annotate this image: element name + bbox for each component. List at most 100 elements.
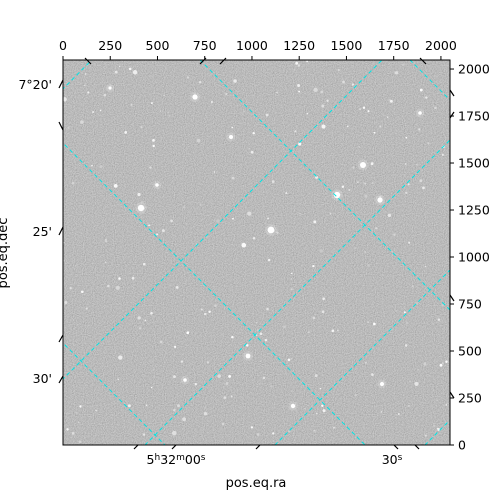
star — [427, 142, 430, 145]
star — [290, 288, 293, 291]
star — [437, 427, 439, 430]
star — [364, 361, 367, 364]
star — [64, 300, 68, 305]
star — [203, 412, 208, 416]
star — [425, 96, 428, 99]
star — [276, 91, 278, 94]
star — [375, 227, 378, 230]
star — [99, 109, 102, 112]
star — [217, 374, 221, 378]
star — [142, 433, 146, 436]
world-tick — [219, 57, 227, 65]
star — [441, 153, 444, 156]
star — [354, 394, 357, 397]
star — [99, 165, 103, 169]
star — [354, 247, 357, 250]
star — [304, 407, 306, 410]
star — [287, 430, 291, 433]
star — [362, 106, 366, 109]
world-tick — [393, 444, 399, 450]
star — [394, 71, 399, 75]
grid-line — [63, 60, 383, 380]
star — [163, 94, 165, 97]
star — [150, 311, 153, 315]
bright-star — [155, 183, 159, 187]
star — [71, 431, 75, 435]
star — [417, 369, 419, 371]
world-tick — [255, 444, 261, 450]
star — [124, 130, 128, 134]
star — [186, 331, 190, 335]
star — [414, 381, 419, 386]
star — [439, 363, 443, 367]
star — [150, 102, 153, 105]
star — [298, 90, 301, 93]
star — [271, 180, 275, 183]
star — [322, 409, 326, 413]
star — [232, 217, 234, 220]
star — [204, 406, 207, 409]
star — [152, 144, 155, 148]
star — [91, 164, 93, 167]
y-axis-label: pos.eq.dec — [0, 218, 11, 289]
x-pixel-tick-label: 0 — [59, 38, 67, 53]
grid-line — [409, 60, 450, 101]
star — [173, 375, 176, 379]
star — [127, 404, 131, 408]
world-tick — [414, 444, 420, 450]
x-pixel-tick-label: 500 — [146, 38, 170, 53]
bright-star — [183, 378, 187, 382]
star — [416, 163, 418, 166]
star — [421, 169, 423, 172]
y-pixel-tick-label: 1500 — [458, 156, 490, 171]
star — [395, 310, 398, 312]
star — [267, 258, 271, 262]
grid-line — [199, 60, 450, 311]
star — [373, 322, 376, 326]
star — [287, 358, 291, 361]
star — [78, 421, 80, 423]
star — [186, 76, 190, 79]
star — [75, 411, 78, 414]
star — [352, 166, 355, 169]
star — [386, 116, 389, 118]
star — [342, 80, 345, 84]
star — [433, 424, 436, 427]
star — [156, 233, 159, 236]
star — [294, 130, 297, 133]
star — [161, 229, 165, 233]
star — [359, 108, 361, 110]
star — [367, 321, 370, 324]
star — [367, 110, 370, 113]
star — [315, 175, 318, 179]
star-field — [63, 60, 450, 444]
grid-line — [63, 342, 166, 445]
grid-line — [424, 419, 450, 445]
star — [404, 344, 408, 347]
star — [384, 210, 387, 213]
star — [145, 404, 148, 406]
celestial-grid — [63, 60, 450, 445]
star — [84, 84, 86, 87]
x-pixel-tick-label: 2000 — [425, 38, 457, 53]
star — [423, 362, 427, 366]
star — [225, 382, 229, 385]
star — [326, 99, 329, 102]
grid-line — [63, 142, 366, 445]
star — [79, 405, 82, 408]
star — [204, 312, 207, 316]
bright-star — [108, 86, 112, 90]
star — [255, 321, 258, 324]
dec-tick-label: 30' — [33, 371, 52, 386]
star — [436, 399, 438, 402]
x-pixel-tick-label: 1000 — [236, 38, 268, 53]
star — [321, 310, 325, 314]
star — [262, 376, 266, 380]
star — [148, 224, 151, 227]
star — [259, 360, 262, 363]
star — [402, 63, 405, 66]
star — [71, 181, 75, 185]
star — [373, 131, 376, 134]
star — [290, 278, 293, 280]
star — [290, 357, 293, 360]
